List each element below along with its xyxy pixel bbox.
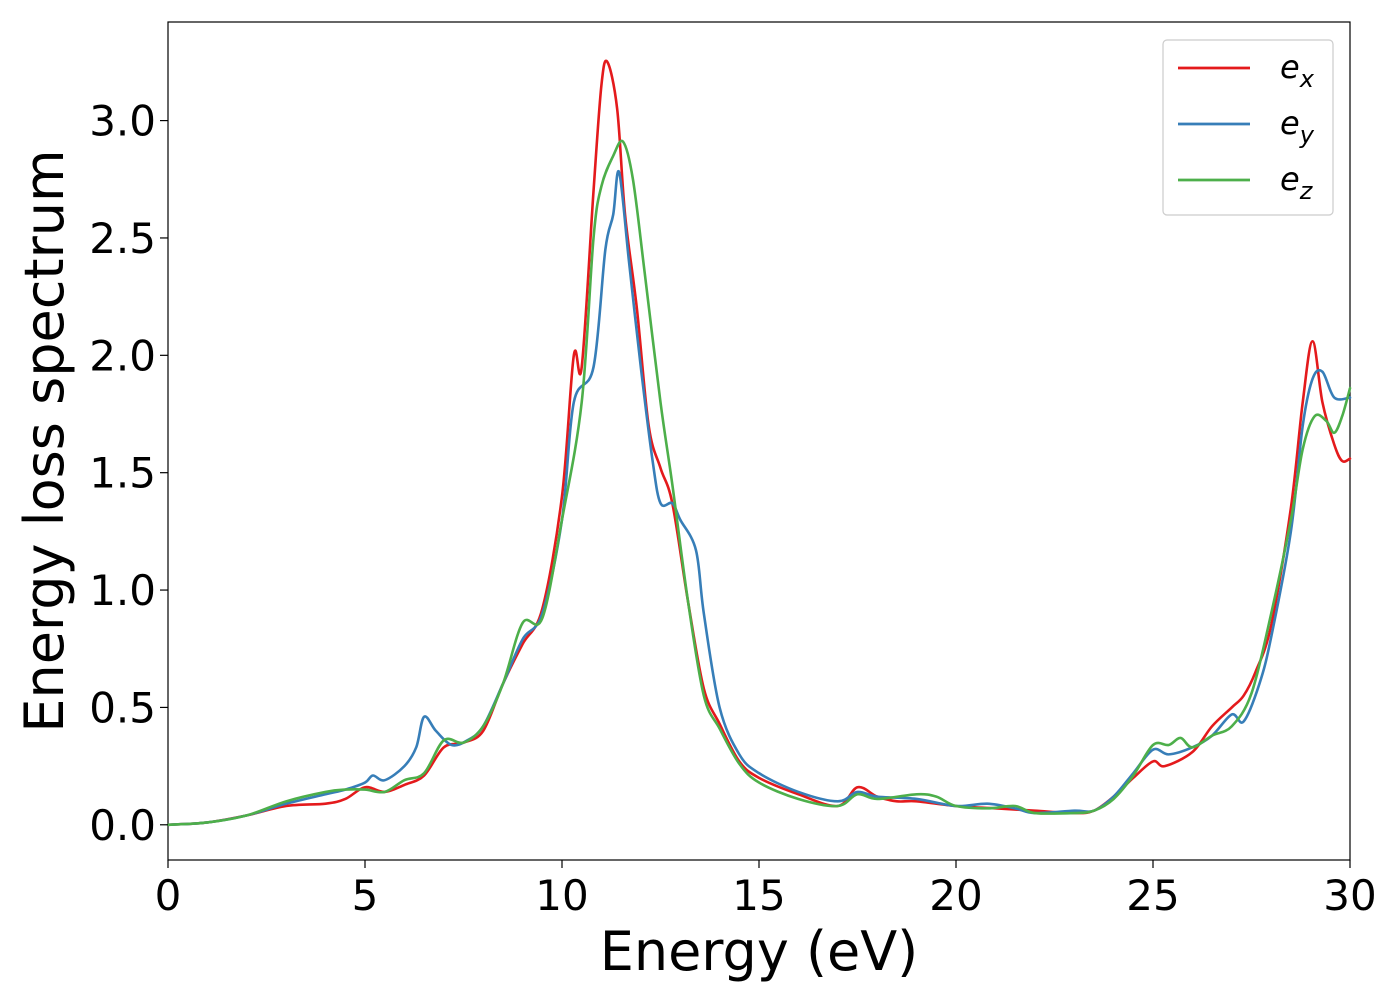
legend-label-ez: ez: [1280, 160, 1314, 205]
x-axis: 0 5 10 15 20 25 30: [155, 860, 1377, 920]
y-tick-label: 1.5: [89, 449, 156, 498]
x-tick-label: 30: [1323, 871, 1376, 920]
y-tick-label: 2.0: [89, 331, 156, 380]
y-tick-label: 2.5: [89, 214, 156, 263]
y-axis-label: Energy loss spectrum: [13, 149, 76, 732]
y-tick-label: 0.5: [89, 683, 156, 732]
x-axis-label: Energy (eV): [600, 920, 919, 983]
y-tick-label: 0.0: [89, 801, 156, 850]
x-tick-label: 0: [155, 871, 182, 920]
x-tick-label: 25: [1126, 871, 1179, 920]
series-line-ey: [166, 169, 1352, 827]
legend-box: [1162, 39, 1334, 216]
x-tick-label: 10: [535, 871, 588, 920]
x-tick-label: 20: [929, 871, 982, 920]
x-tick-label: 5: [352, 871, 379, 920]
series-layer: [166, 59, 1352, 827]
y-axis: 0.0 0.5 1.0 1.5 2.0 2.5 3.0: [89, 97, 168, 850]
y-tick-label: 1.0: [89, 566, 156, 615]
y-tick-label: 3.0: [89, 97, 156, 146]
x-tick-label: 15: [732, 871, 785, 920]
series-line-ez: [166, 139, 1352, 827]
